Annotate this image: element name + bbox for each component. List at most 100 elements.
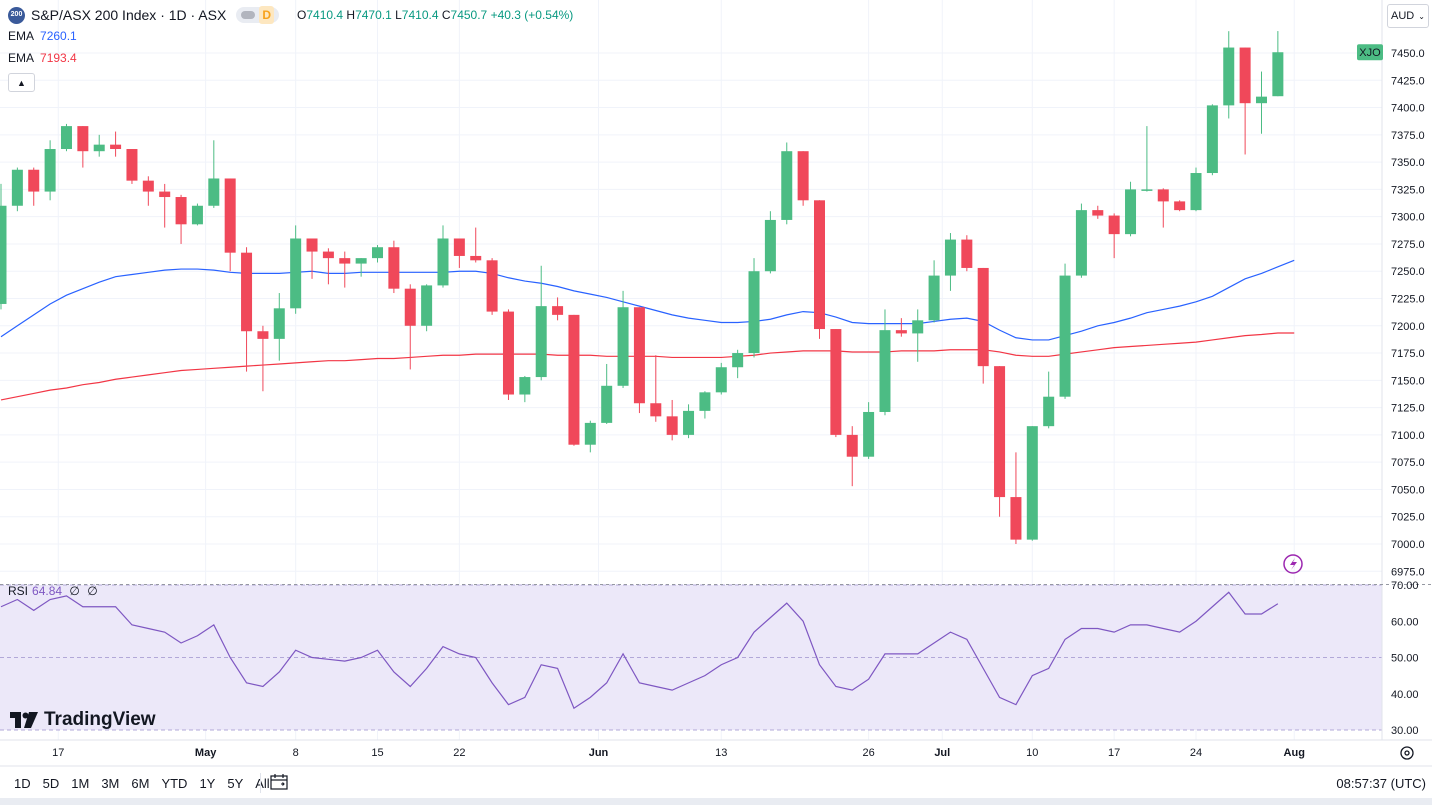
low-label: L [395,8,402,22]
change-value: +40.3 (+0.54%) [490,8,574,22]
toggle-icon [241,11,256,19]
candle [175,194,187,244]
price-tick-label: 7150.0 [1391,375,1425,387]
price-tick-label: 7325.0 [1391,184,1425,196]
rsi-band [0,585,1382,730]
ema-slow-value: 7193.4 [40,51,77,65]
time-tick-label: Aug [1284,747,1305,759]
range-5d[interactable]: 5D [42,775,60,791]
candle [846,426,858,487]
candle-body [191,205,203,225]
candle [339,251,351,288]
range-all[interactable]: All [255,775,270,791]
candle [257,325,269,392]
candle [93,134,105,157]
candle-body [290,238,302,309]
candle-body [60,126,72,150]
rsi-extra-1: ∅ [69,584,80,598]
candle [1223,31,1235,119]
symbol-title[interactable]: S&P/ASX 200 Index · 1D · ASX [31,7,227,23]
candle [77,126,89,168]
candle-body [601,385,613,423]
price-tick-label: 7400.0 [1391,103,1425,115]
candle [110,131,122,157]
rsi-line [0,591,1279,710]
candle-body [1239,47,1251,104]
ema-slow-label: EMA [8,51,35,65]
gear-hub [1404,750,1410,756]
calendar-icon[interactable] [270,774,288,790]
candle [1125,181,1137,237]
range-5y[interactable]: 5Y [227,775,244,791]
candle-body [437,238,449,286]
candle-body [1043,396,1055,427]
ohlc-readout: O7410.4 H7470.1 L7410.4 C7450.7 +40.3 (+… [297,6,573,24]
candle-body [928,275,940,321]
tradingview-logo[interactable]: TradingView [10,709,156,731]
candle-body [1272,52,1284,97]
interval-pill[interactable]: D [236,6,279,24]
candle [322,248,334,285]
candle-body [830,329,842,435]
candle [453,238,465,268]
symbol-badge: 200 [8,6,25,24]
bottom-strip [0,798,1432,805]
rsi-legend[interactable]: RSI 64.84 ∅ ∅ [8,584,98,598]
time-tick-label: 26 [862,747,874,759]
ema-fast-legend[interactable]: EMA 7260.1 [8,29,77,43]
candle [814,200,825,339]
candle-body [1141,189,1153,191]
candle [568,314,580,446]
chevron-down-icon: ⌄ [1418,11,1425,21]
time-tick-label: 22 [453,747,465,759]
candle [1010,452,1022,544]
candle-body [552,306,564,315]
chart-legend: 200 S&P/ASX 200 Index · 1D · ASX D O7410… [8,6,573,24]
range-6m[interactable]: 6M [131,775,150,791]
candle-body [142,180,154,192]
rsi-value: 64.84 [32,584,63,598]
candle [584,420,596,453]
candle [519,375,531,403]
candle [224,178,236,272]
legend-collapse-button[interactable]: ▲ [8,73,35,92]
candle [1141,126,1153,192]
ticker-tag [1357,44,1383,61]
candle [895,318,907,337]
currency-select[interactable]: AUD ⌄ [1387,4,1429,28]
candle [994,366,1006,517]
time-tick-label: 10 [1026,747,1038,759]
candle-body [11,169,23,206]
price-tick-label: 7425.0 [1391,75,1425,87]
chevron-up-icon: ▲ [17,77,26,88]
ema-slow-legend[interactable]: EMA 7193.4 [8,51,77,65]
candle-body [863,411,875,457]
candle-body [1059,275,1071,397]
candle [535,265,547,381]
range-1y[interactable]: 1Y [199,775,216,791]
range-ytd[interactable]: YTD [161,775,188,791]
price-tick-label: 7275.0 [1391,239,1425,251]
candle [1255,71,1267,134]
open-value: 7410.4 [306,8,344,22]
candle-body [764,219,776,272]
range-3m[interactable]: 3M [101,775,120,791]
range-1m[interactable]: 1M [71,775,90,791]
candle [633,307,645,414]
candle [60,123,72,152]
clock-readout[interactable]: 08:57:37 (UTC) [1336,775,1426,791]
candle [797,151,809,206]
candle [1190,167,1202,212]
candle-body [781,151,793,220]
candle-body [1206,105,1218,174]
ticker-tag-label: XJO [1359,47,1381,59]
rsi-label: RSI [8,584,29,598]
candle-body [372,247,384,259]
range-1d[interactable]: 1D [14,775,31,791]
gear-icon [1400,746,1414,760]
interval-badge: D [259,6,274,24]
low-value: 7410.4 [401,8,439,22]
candle [388,240,400,294]
